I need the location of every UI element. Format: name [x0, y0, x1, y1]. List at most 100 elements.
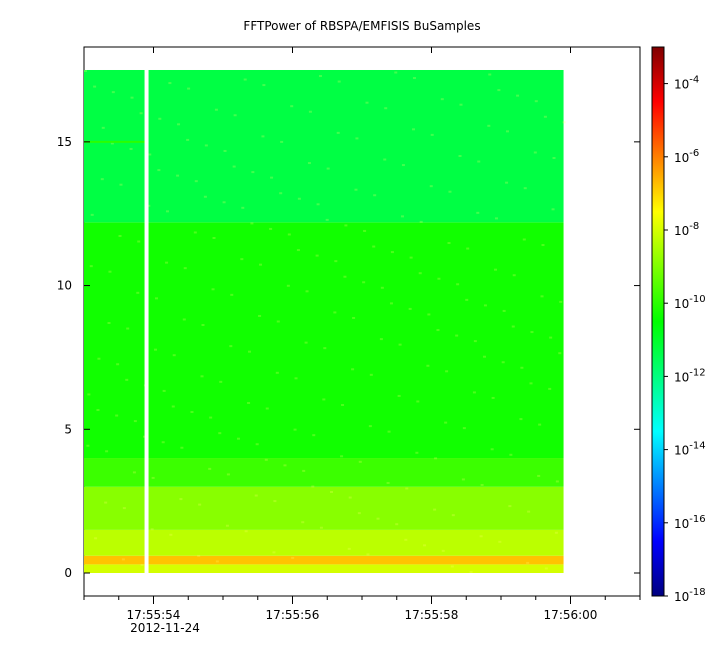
noise-speck	[494, 268, 498, 271]
noise-speck	[369, 373, 373, 376]
noise-speck	[279, 192, 283, 195]
noise-speck	[384, 107, 388, 110]
noise-speck	[551, 208, 555, 211]
y-tick-label: 0	[64, 566, 72, 580]
noise-speck	[243, 78, 247, 81]
noise-speck	[433, 508, 437, 511]
noise-speck	[147, 204, 151, 207]
noise-speck	[368, 425, 372, 428]
noise-speck	[201, 324, 205, 327]
noise-speck	[302, 469, 306, 472]
noise-speck	[139, 112, 143, 115]
noise-speck	[93, 85, 97, 88]
noise-speck	[544, 567, 548, 570]
noise-speck	[436, 329, 440, 332]
noise-speck	[530, 331, 534, 334]
noise-speck	[161, 441, 165, 444]
spectrum-band	[84, 69, 564, 223]
noise-speck	[415, 451, 419, 454]
noise-speck	[301, 521, 305, 524]
x-axis: 17:55:54 17:55:56 17:55:58 17:56:00	[83, 47, 641, 622]
noise-speck	[307, 162, 311, 165]
noise-speck	[490, 448, 494, 451]
noise-speck	[437, 277, 441, 280]
noise-speck	[132, 471, 136, 474]
noise-speck	[137, 240, 141, 243]
noise-speck	[287, 233, 291, 236]
noise-speck	[133, 420, 137, 423]
noise-speck	[519, 418, 523, 421]
noise-speck	[508, 505, 512, 508]
noise-speck	[509, 453, 513, 456]
noise-speck	[229, 345, 233, 348]
data-gap	[144, 69, 149, 574]
noise-speck	[208, 467, 212, 470]
noise-speck	[166, 210, 170, 213]
noise-speck	[240, 258, 244, 261]
noise-speck	[347, 547, 351, 550]
noise-speck	[218, 432, 222, 435]
noise-speck	[501, 361, 505, 364]
noise-speck	[400, 215, 404, 218]
noise-speck	[169, 533, 173, 536]
noise-speck	[157, 169, 161, 172]
noise-speck	[136, 291, 140, 294]
noise-speck	[319, 526, 323, 529]
noise-speck	[226, 473, 230, 476]
noise-speck	[212, 236, 216, 239]
noise-speck	[520, 366, 524, 369]
noise-speck	[477, 160, 481, 163]
colorbar-tick-label: 10-4	[674, 75, 699, 92]
noise-speck	[389, 302, 393, 305]
noise-speck	[308, 110, 312, 113]
noise-speck	[434, 457, 438, 460]
noise-speck	[549, 336, 553, 339]
y-axis: 0 5 10 15	[57, 135, 640, 580]
noise-speck	[366, 553, 370, 556]
noise-speck	[272, 551, 276, 554]
noise-speck	[494, 217, 498, 220]
chart-title: FFTPower of RBSPA/EMFISIS BuSamples	[243, 19, 480, 33]
noise-speck	[398, 343, 402, 346]
noise-speck	[511, 325, 515, 328]
noise-speck	[119, 183, 123, 186]
noise-speck	[502, 309, 506, 312]
noise-speck	[90, 213, 94, 216]
noise-speck	[488, 73, 492, 76]
noise-speck	[326, 167, 330, 170]
noise-speck	[341, 403, 345, 406]
noise-speck	[562, 121, 566, 124]
noise-speck	[121, 558, 125, 561]
noise-speck	[416, 400, 420, 403]
noise-speck	[251, 171, 255, 174]
noise-speck	[512, 274, 516, 277]
noise-speck	[373, 194, 377, 197]
noise-speck	[264, 458, 268, 461]
noise-speck	[254, 494, 258, 497]
noise-speck	[466, 247, 470, 250]
colorbar-tick-label: 10-8	[674, 221, 699, 238]
noise-speck	[151, 476, 155, 479]
noise-speck	[154, 348, 158, 351]
noise-speck	[538, 423, 542, 426]
noise-speck	[336, 131, 340, 134]
noise-speck	[390, 251, 394, 254]
noise-speck	[552, 157, 556, 160]
noise-speck	[86, 444, 90, 447]
noise-speck	[294, 377, 298, 380]
spectrum-band	[84, 222, 564, 459]
spectral-line-feature	[84, 140, 147, 143]
noise-speck	[275, 371, 279, 374]
noise-speck	[186, 138, 190, 141]
noise-speck	[101, 126, 105, 129]
noise-speck	[429, 185, 433, 188]
spectrum-band	[84, 564, 564, 574]
noise-speck	[209, 416, 213, 419]
noise-speck	[348, 496, 352, 499]
noise-speck	[325, 218, 329, 221]
colorbar-tick-label: 10-6	[674, 148, 699, 165]
noise-speck	[540, 295, 544, 298]
noise-speck	[176, 174, 180, 177]
noise-speck	[222, 201, 226, 204]
